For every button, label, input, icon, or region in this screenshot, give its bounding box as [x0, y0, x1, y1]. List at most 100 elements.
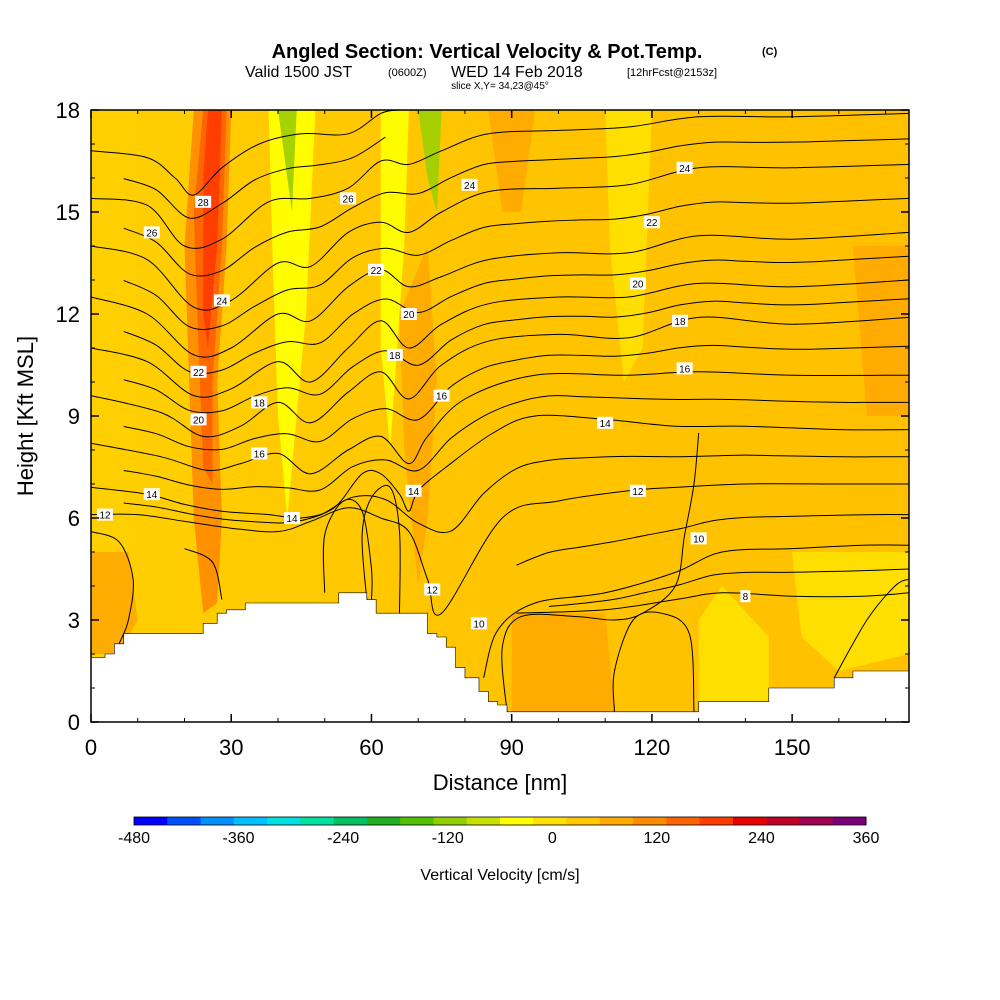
contour-label-text: 24 — [679, 164, 691, 175]
contour-label-box — [386, 348, 403, 361]
contour-label-text: 8 — [743, 592, 749, 603]
contour-label-box — [251, 396, 268, 409]
contour-label-box — [143, 488, 160, 501]
theta-contour-closed — [501, 432, 700, 712]
colorbar-tick-label: -240 — [327, 830, 359, 847]
contour-label: 18 — [251, 396, 268, 409]
y-tick-label: 0 — [68, 710, 80, 735]
theta-contour-minor — [123, 197, 909, 330]
contour-label-box — [405, 484, 422, 497]
contour-label: 14 — [143, 488, 160, 501]
forecast-tag: [12hrFcst@2153z] — [627, 67, 717, 79]
contour-label-text: 24 — [216, 296, 228, 307]
contour-label: 14 — [597, 416, 614, 430]
colorbar-swatch — [300, 817, 335, 825]
colorbar-swatch — [699, 817, 734, 825]
contour-label-box — [340, 192, 357, 205]
colorbar: -480 -360 -240 -120 0 120 240 360 — [118, 816, 880, 847]
contour-label: 16 — [251, 447, 268, 460]
theta-contour-minor — [516, 514, 909, 566]
theta-contour-minor — [549, 568, 909, 607]
valid-date: WED 14 Feb 2018 — [451, 64, 583, 81]
contour-label-box — [190, 365, 207, 378]
theta-contour-minor — [123, 454, 909, 534]
theta-contour-minor — [123, 255, 909, 375]
y-axis-title: Height [Kft MSL] — [13, 336, 38, 496]
contour-label: 8 — [740, 590, 751, 603]
contour-label-text: 26 — [343, 194, 355, 205]
contour-label: 20 — [400, 308, 417, 321]
x-tick-label: 0 — [85, 735, 97, 760]
contour-label: 24 — [213, 294, 230, 307]
contour-label-text: 14 — [286, 514, 298, 525]
contour-label: 14 — [405, 484, 422, 498]
colorbar-swatch — [167, 817, 202, 825]
contour-label-text: 12 — [632, 487, 644, 498]
contour-label-text: 16 — [679, 364, 691, 375]
contour-label-text: 20 — [632, 279, 644, 290]
colorbar-swatch — [433, 817, 468, 825]
theta-contour-26 — [91, 112, 909, 249]
theta-contour-8 — [516, 592, 909, 614]
contour-label-text: 22 — [371, 266, 383, 277]
x-axis: 0 30 60 90 120 150 — [85, 110, 887, 760]
colorbar-tick-label: 360 — [853, 830, 880, 847]
colorbar-tick-label: 240 — [748, 830, 775, 847]
theta-contour-closed — [833, 578, 909, 679]
contour-label-box — [433, 389, 450, 402]
theta-contour-24 — [91, 163, 909, 311]
contour-label: 24 — [676, 161, 693, 175]
theta-contour-20 — [91, 279, 909, 398]
theta-contour-14 — [91, 414, 909, 519]
colorbar-swatch — [333, 817, 368, 825]
chart-title: Angled Section: Vertical Velocity & Pot.… — [272, 41, 703, 63]
contour-label-box — [143, 226, 160, 239]
contour-label-box — [690, 532, 707, 545]
contour-labels: 28 26 24 22 20 18 16 14 12 14 26 22 20 18 16 24 14 12 10 24… — [97, 161, 751, 630]
contour-label-text: 12 — [99, 511, 111, 522]
updraft-band-2 — [399, 246, 437, 586]
contour-label: 18 — [386, 348, 403, 362]
colorbar-swatch — [832, 817, 867, 825]
contour-label-box — [400, 308, 417, 320]
contour-label-box — [461, 178, 478, 191]
contour-label: 12 — [97, 508, 114, 522]
x-tick-label: 30 — [219, 735, 243, 760]
contour-label-text: 14 — [408, 487, 420, 498]
contour-label-box — [629, 277, 646, 290]
contour-label-box — [424, 583, 441, 596]
contour-label: 26 — [143, 226, 160, 239]
y-tick-label: 3 — [68, 608, 80, 633]
colorbar-swatch — [766, 817, 800, 825]
contour-label-box — [740, 590, 751, 603]
theta-contour-closed — [184, 548, 223, 600]
contour-label: 16 — [676, 362, 693, 375]
colorbar-frame — [133, 816, 867, 826]
x-tick-label: 90 — [499, 735, 523, 760]
y-tick-label: 15 — [56, 200, 80, 225]
valid-prefix: Valid 1500 JST — [245, 64, 353, 81]
theta-contour-closed — [361, 484, 401, 614]
valid-utc: (0600Z) — [388, 67, 427, 79]
contour-label-text: 20 — [403, 310, 415, 321]
contour-label-box — [597, 416, 614, 429]
contour-label: 20 — [190, 413, 207, 426]
contour-label-text: 10 — [693, 534, 705, 545]
colorbar-tick-label: -120 — [432, 830, 464, 847]
theta-contour-22 — [91, 231, 909, 358]
theta-contour-minor — [123, 138, 909, 277]
contour-label: 22 — [643, 216, 660, 229]
colorbar-swatch — [366, 817, 401, 825]
lowlevel-down-1 — [698, 586, 769, 702]
contour-label-box — [676, 161, 693, 174]
theta-contour-closed — [91, 531, 134, 644]
colorbar-swatch — [500, 817, 534, 825]
x-tick-label: 60 — [359, 735, 383, 760]
x-axis-title: Distance [nm] — [433, 770, 568, 795]
x-tick-label: 150 — [774, 735, 811, 760]
contour-label-text: 28 — [198, 198, 210, 209]
colorbar-tick-label: -360 — [223, 830, 255, 847]
colorbar-swatch — [732, 817, 767, 825]
downdraft-band-1 — [268, 110, 316, 518]
contour-label: 22 — [190, 365, 207, 379]
